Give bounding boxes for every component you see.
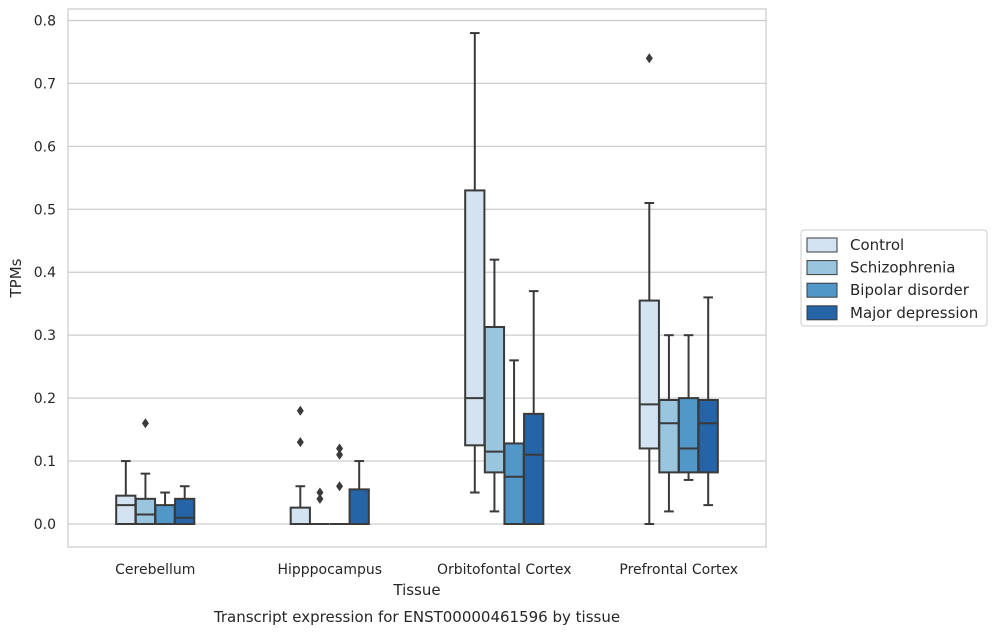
box-body bbox=[464, 189, 486, 447]
x-axis-title: Tissue bbox=[392, 581, 440, 599]
x-tick-label: Hipppocampus bbox=[277, 562, 382, 578]
x-tick-label: Orbitofontal Cortex bbox=[437, 562, 572, 578]
y-tick-label: 0.4 bbox=[34, 265, 56, 281]
legend: Control Schizophrenia Bipolar disorder Majo… bbox=[800, 229, 988, 327]
y-tick-label: 0.8 bbox=[34, 13, 56, 29]
x-tick-label: Prefrontal Cortex bbox=[619, 562, 738, 578]
box-bipolar-disorder bbox=[329, 443, 350, 525]
box-bipolar-disorder bbox=[677, 334, 700, 481]
box-body bbox=[523, 412, 545, 526]
y-tick-label: 0.6 bbox=[34, 139, 56, 155]
box-control bbox=[464, 32, 486, 494]
legend-label: Bipolar disorder bbox=[850, 281, 970, 299]
y-tick-label: 0.3 bbox=[34, 328, 56, 344]
box-schizophrenia bbox=[658, 334, 680, 513]
x-axis-ticks: Cerebellum Hipppocampus Orbitofontal Corte… bbox=[115, 562, 738, 578]
gridlines bbox=[68, 19, 766, 525]
legend-swatch bbox=[806, 260, 838, 276]
x-tick-label: Cerebellum bbox=[115, 562, 195, 578]
box-schizophrenia bbox=[134, 418, 157, 526]
legend-label: Major depression bbox=[850, 304, 978, 322]
box-major-depression bbox=[523, 290, 545, 526]
box-body bbox=[677, 397, 700, 474]
box-body bbox=[503, 442, 525, 525]
box-major-depression bbox=[697, 296, 719, 507]
y-tick-label: 0.2 bbox=[34, 391, 56, 407]
outlier-point bbox=[296, 437, 304, 448]
box-schizophrenia bbox=[483, 258, 506, 513]
legend-swatch bbox=[806, 282, 838, 298]
outlier-point bbox=[296, 405, 304, 416]
box-body bbox=[697, 399, 719, 474]
box-body bbox=[658, 399, 680, 474]
box-body bbox=[115, 494, 137, 526]
y-tick-label: 0.7 bbox=[34, 76, 56, 92]
box-schizophrenia bbox=[310, 487, 330, 525]
outlier-point bbox=[336, 443, 344, 454]
plot-area-frame bbox=[67, 8, 767, 548]
box-major-depression bbox=[174, 485, 196, 526]
outlier-point bbox=[336, 449, 344, 460]
box-control bbox=[638, 53, 660, 525]
legend-label: Control bbox=[850, 236, 904, 254]
box-body bbox=[289, 506, 311, 525]
legend-swatch bbox=[806, 237, 838, 253]
outlier-point bbox=[141, 418, 149, 429]
legend-label: Schizophrenia bbox=[850, 259, 955, 277]
box-series bbox=[115, 32, 719, 526]
legend-frame bbox=[800, 229, 988, 327]
box-body bbox=[483, 325, 506, 474]
outlier-point bbox=[316, 493, 324, 504]
legend-swatch bbox=[806, 305, 838, 321]
box-bipolar-disorder bbox=[503, 359, 525, 525]
box-body bbox=[638, 299, 660, 450]
chart-caption: Transcript expression for ENST0000046159… bbox=[213, 608, 620, 626]
y-tick-label: 0.0 bbox=[34, 517, 56, 533]
box-body bbox=[348, 488, 370, 525]
box-body bbox=[154, 504, 176, 526]
y-axis-ticks: 0.0 0.1 0.2 0.3 0.4 0.5 0.6 0.7 0.8 bbox=[34, 13, 56, 533]
outlier-point bbox=[645, 53, 653, 64]
box-body bbox=[174, 497, 196, 526]
box-major-depression bbox=[348, 460, 370, 525]
box-control bbox=[115, 460, 137, 526]
y-tick-label: 0.5 bbox=[34, 202, 56, 218]
y-tick-label: 0.1 bbox=[34, 454, 56, 470]
box-bipolar-disorder bbox=[154, 491, 176, 526]
box-control bbox=[289, 405, 311, 525]
y-axis-title: TPMs bbox=[7, 258, 25, 298]
box-body bbox=[134, 497, 157, 526]
outlier-point bbox=[316, 487, 324, 498]
outlier-point bbox=[336, 481, 344, 492]
